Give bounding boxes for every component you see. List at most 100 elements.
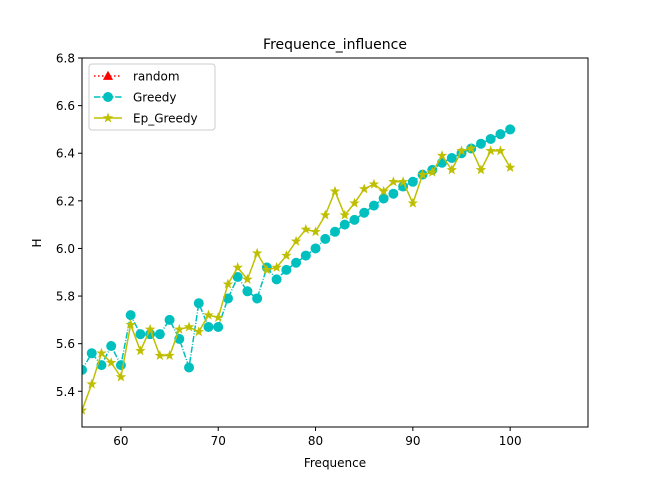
data-point-ep-greedy <box>407 197 419 208</box>
data-point-ep-greedy <box>475 164 487 175</box>
legend-frame <box>88 63 216 131</box>
series-line-greedy <box>82 128 511 371</box>
x-tick-label: 70 <box>211 434 226 448</box>
data-point-greedy <box>388 188 399 199</box>
data-point-greedy <box>378 193 389 204</box>
x-axis-label: Frequence <box>304 456 366 470</box>
y-tick-label: 6.0 <box>56 242 75 256</box>
data-point-greedy <box>232 272 243 283</box>
data-point-ep-greedy <box>300 223 312 234</box>
data-point-ep-greedy <box>96 347 107 358</box>
data-point-ep-greedy <box>242 273 253 284</box>
data-point-greedy <box>495 129 506 140</box>
data-point-ep-greedy <box>349 197 360 208</box>
y-axis-ticks: 5.4 5.6 5.8 6.0 6.2 6.4 6.6 6.8 <box>56 52 82 399</box>
data-point-greedy <box>135 329 146 340</box>
y-axis-label: H <box>30 238 44 247</box>
data-point-ep-greedy <box>115 371 127 382</box>
data-point-greedy <box>320 233 331 244</box>
data-point-ep-greedy <box>251 247 263 258</box>
x-tick-label: 60 <box>113 434 128 448</box>
y-tick-label: 6.6 <box>56 99 75 113</box>
data-point-ep-greedy <box>329 185 341 196</box>
data-point-greedy <box>203 322 214 333</box>
data-point-greedy <box>475 138 486 149</box>
data-point-ep-greedy <box>125 319 136 330</box>
data-point-ep-greedy <box>320 209 331 220</box>
data-point-greedy <box>407 176 418 187</box>
data-point-greedy <box>446 152 457 163</box>
data-point-greedy <box>349 214 360 225</box>
data-point-ep-greedy <box>436 150 448 161</box>
series-line-ep-greedy <box>82 147 511 413</box>
data-point-ep-greedy <box>290 235 302 246</box>
data-point-ep-greedy <box>86 378 97 389</box>
data-point-ep-greedy <box>368 178 380 189</box>
data-point-ep-greedy <box>339 209 350 220</box>
data-point-greedy <box>164 314 175 325</box>
y-tick-label: 5.6 <box>56 337 75 351</box>
data-point-ep-greedy <box>222 278 234 289</box>
data-point-ep-greedy <box>417 169 428 180</box>
legend: random Greedy Ep_Greedy <box>88 63 216 131</box>
data-point-greedy <box>125 310 136 321</box>
x-tick-label: 90 <box>405 434 420 448</box>
data-point-ep-greedy <box>485 145 496 156</box>
data-point-ep-greedy <box>154 350 166 361</box>
data-point-ep-greedy <box>504 162 516 172</box>
data-point-greedy <box>271 274 282 285</box>
data-point-ep-greedy <box>164 350 175 361</box>
data-point-ep-greedy <box>105 357 117 368</box>
y-tick-label: 6.8 <box>56 52 75 66</box>
legend-label-greedy: Greedy <box>133 91 176 105</box>
data-point-greedy <box>154 329 165 340</box>
data-point-greedy <box>485 133 496 144</box>
data-point-greedy <box>193 298 204 309</box>
data-point-greedy <box>368 200 379 211</box>
legend-entry-ep-greedy: Ep_Greedy <box>94 112 198 126</box>
data-point-ep-greedy <box>183 321 195 332</box>
legend-marker-greedy <box>103 92 113 102</box>
data-point-ep-greedy <box>358 183 370 194</box>
legend-label-random: random <box>133 70 180 84</box>
data-point-greedy <box>310 243 321 254</box>
data-point-greedy <box>106 341 117 352</box>
y-tick-label: 5.8 <box>56 290 75 304</box>
data-point-greedy <box>252 293 263 304</box>
data-point-greedy <box>330 226 340 237</box>
data-point-ep-greedy <box>135 345 146 356</box>
data-point-ep-greedy <box>388 176 399 187</box>
data-point-ep-greedy <box>397 176 409 187</box>
data-point-greedy <box>242 286 253 297</box>
data-point-ep-greedy <box>310 226 321 237</box>
data-point-greedy <box>281 264 292 275</box>
data-point-greedy <box>86 348 97 359</box>
data-point-greedy <box>300 250 311 261</box>
data-point-greedy <box>291 257 302 268</box>
data-point-ep-greedy <box>446 164 457 175</box>
data-point-ep-greedy <box>193 326 204 337</box>
y-tick-label: 5.4 <box>56 385 75 399</box>
data-point-greedy <box>213 322 224 333</box>
legend-entry-random: random <box>94 70 180 84</box>
data-point-ep-greedy <box>144 323 156 334</box>
data-point-ep-greedy <box>213 312 224 322</box>
series-layer <box>82 124 516 415</box>
data-point-ep-greedy <box>466 142 477 153</box>
data-point-ep-greedy <box>495 145 506 156</box>
x-axis-ticks: 60 70 80 90 100 <box>113 427 522 448</box>
legend-label-ep-greedy: Ep_Greedy <box>133 112 198 126</box>
data-point-ep-greedy <box>271 262 282 272</box>
legend-marker-ep-greedy <box>102 112 114 123</box>
data-point-ep-greedy <box>427 166 438 177</box>
data-point-ep-greedy <box>261 264 273 275</box>
data-point-ep-greedy <box>232 262 243 272</box>
legend-marker-random <box>102 70 114 80</box>
data-point-ep-greedy <box>203 309 214 320</box>
legend-entry-greedy: Greedy <box>94 91 176 105</box>
x-tick-label: 80 <box>308 434 323 448</box>
data-point-greedy <box>359 207 370 218</box>
legend-entries: random Greedy Ep_Greedy <box>94 70 198 126</box>
data-point-greedy <box>339 219 350 230</box>
